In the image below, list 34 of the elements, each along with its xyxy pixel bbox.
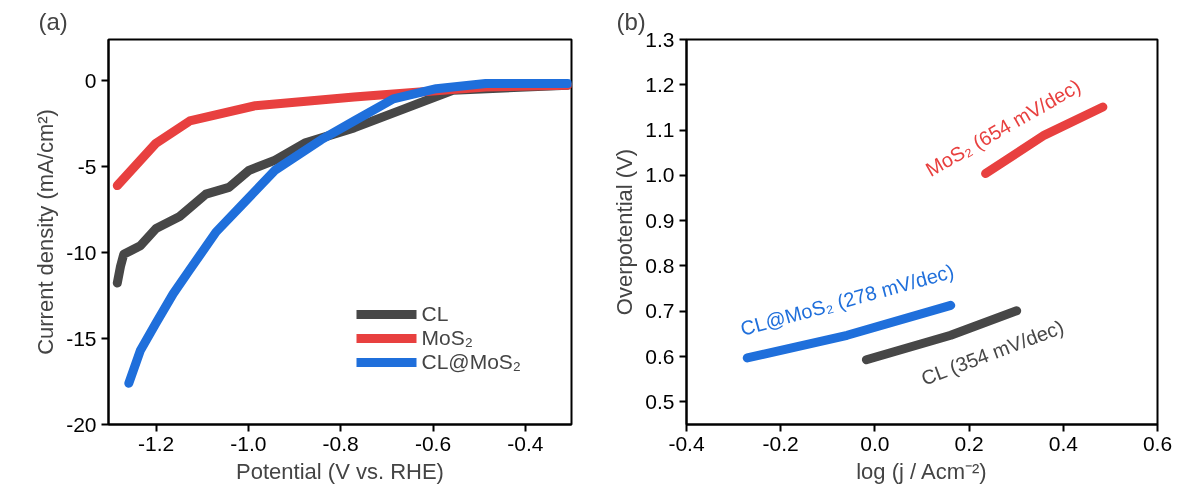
y-tick-label: 1.3: [645, 27, 675, 51]
y-tick-label: 1.2: [645, 72, 675, 96]
x-tick-label: -1.0: [230, 431, 267, 455]
x-tick-label: -0.8: [322, 431, 359, 455]
x-tick-label: -0.6: [414, 431, 452, 455]
x-tick-label: 0.2: [954, 431, 984, 455]
x-tick-label: 0.6: [1142, 431, 1173, 455]
y-tick-label: -15: [66, 326, 97, 350]
y-tick-label: 0.8: [645, 253, 675, 277]
y-tick-label: 1.0: [645, 163, 675, 187]
y-tick-label: -20: [66, 412, 97, 436]
x-tick-label: -0.4: [668, 431, 705, 455]
y-tick-label: 0.6: [645, 344, 675, 368]
legend-label: CL: [421, 302, 449, 326]
x-tick-label: 0.4: [1048, 431, 1079, 455]
x-axis-title: log (j / Acm⁻²): [856, 458, 987, 484]
chart-title: (a): [38, 7, 68, 35]
y-axis-title: Overpotential (V): [612, 148, 638, 316]
y-tick-label: 1.1: [645, 118, 675, 142]
y-tick-label: 0.9: [645, 208, 675, 232]
y-tick-label: 0.5: [645, 389, 675, 413]
x-tick-label: -0.4: [507, 431, 544, 455]
y-tick-label: 0.7: [645, 299, 675, 323]
x-tick-label: -0.2: [762, 431, 799, 455]
y-tick-label: -10: [66, 240, 97, 264]
x-tick-label: -1.2: [137, 431, 175, 455]
chart-title: (b): [616, 7, 646, 35]
legend-label: CL@MoS₂: [421, 350, 521, 374]
legend-label: MoS₂: [421, 326, 473, 350]
x-tick-label: 0.0: [860, 431, 890, 455]
y-tick-label: 0: [84, 68, 97, 92]
y-tick-label: -5: [77, 154, 97, 178]
y-axis-title: Current density (mA/cm²): [33, 109, 59, 355]
x-axis-title: Potential (V vs. RHE): [236, 458, 444, 484]
